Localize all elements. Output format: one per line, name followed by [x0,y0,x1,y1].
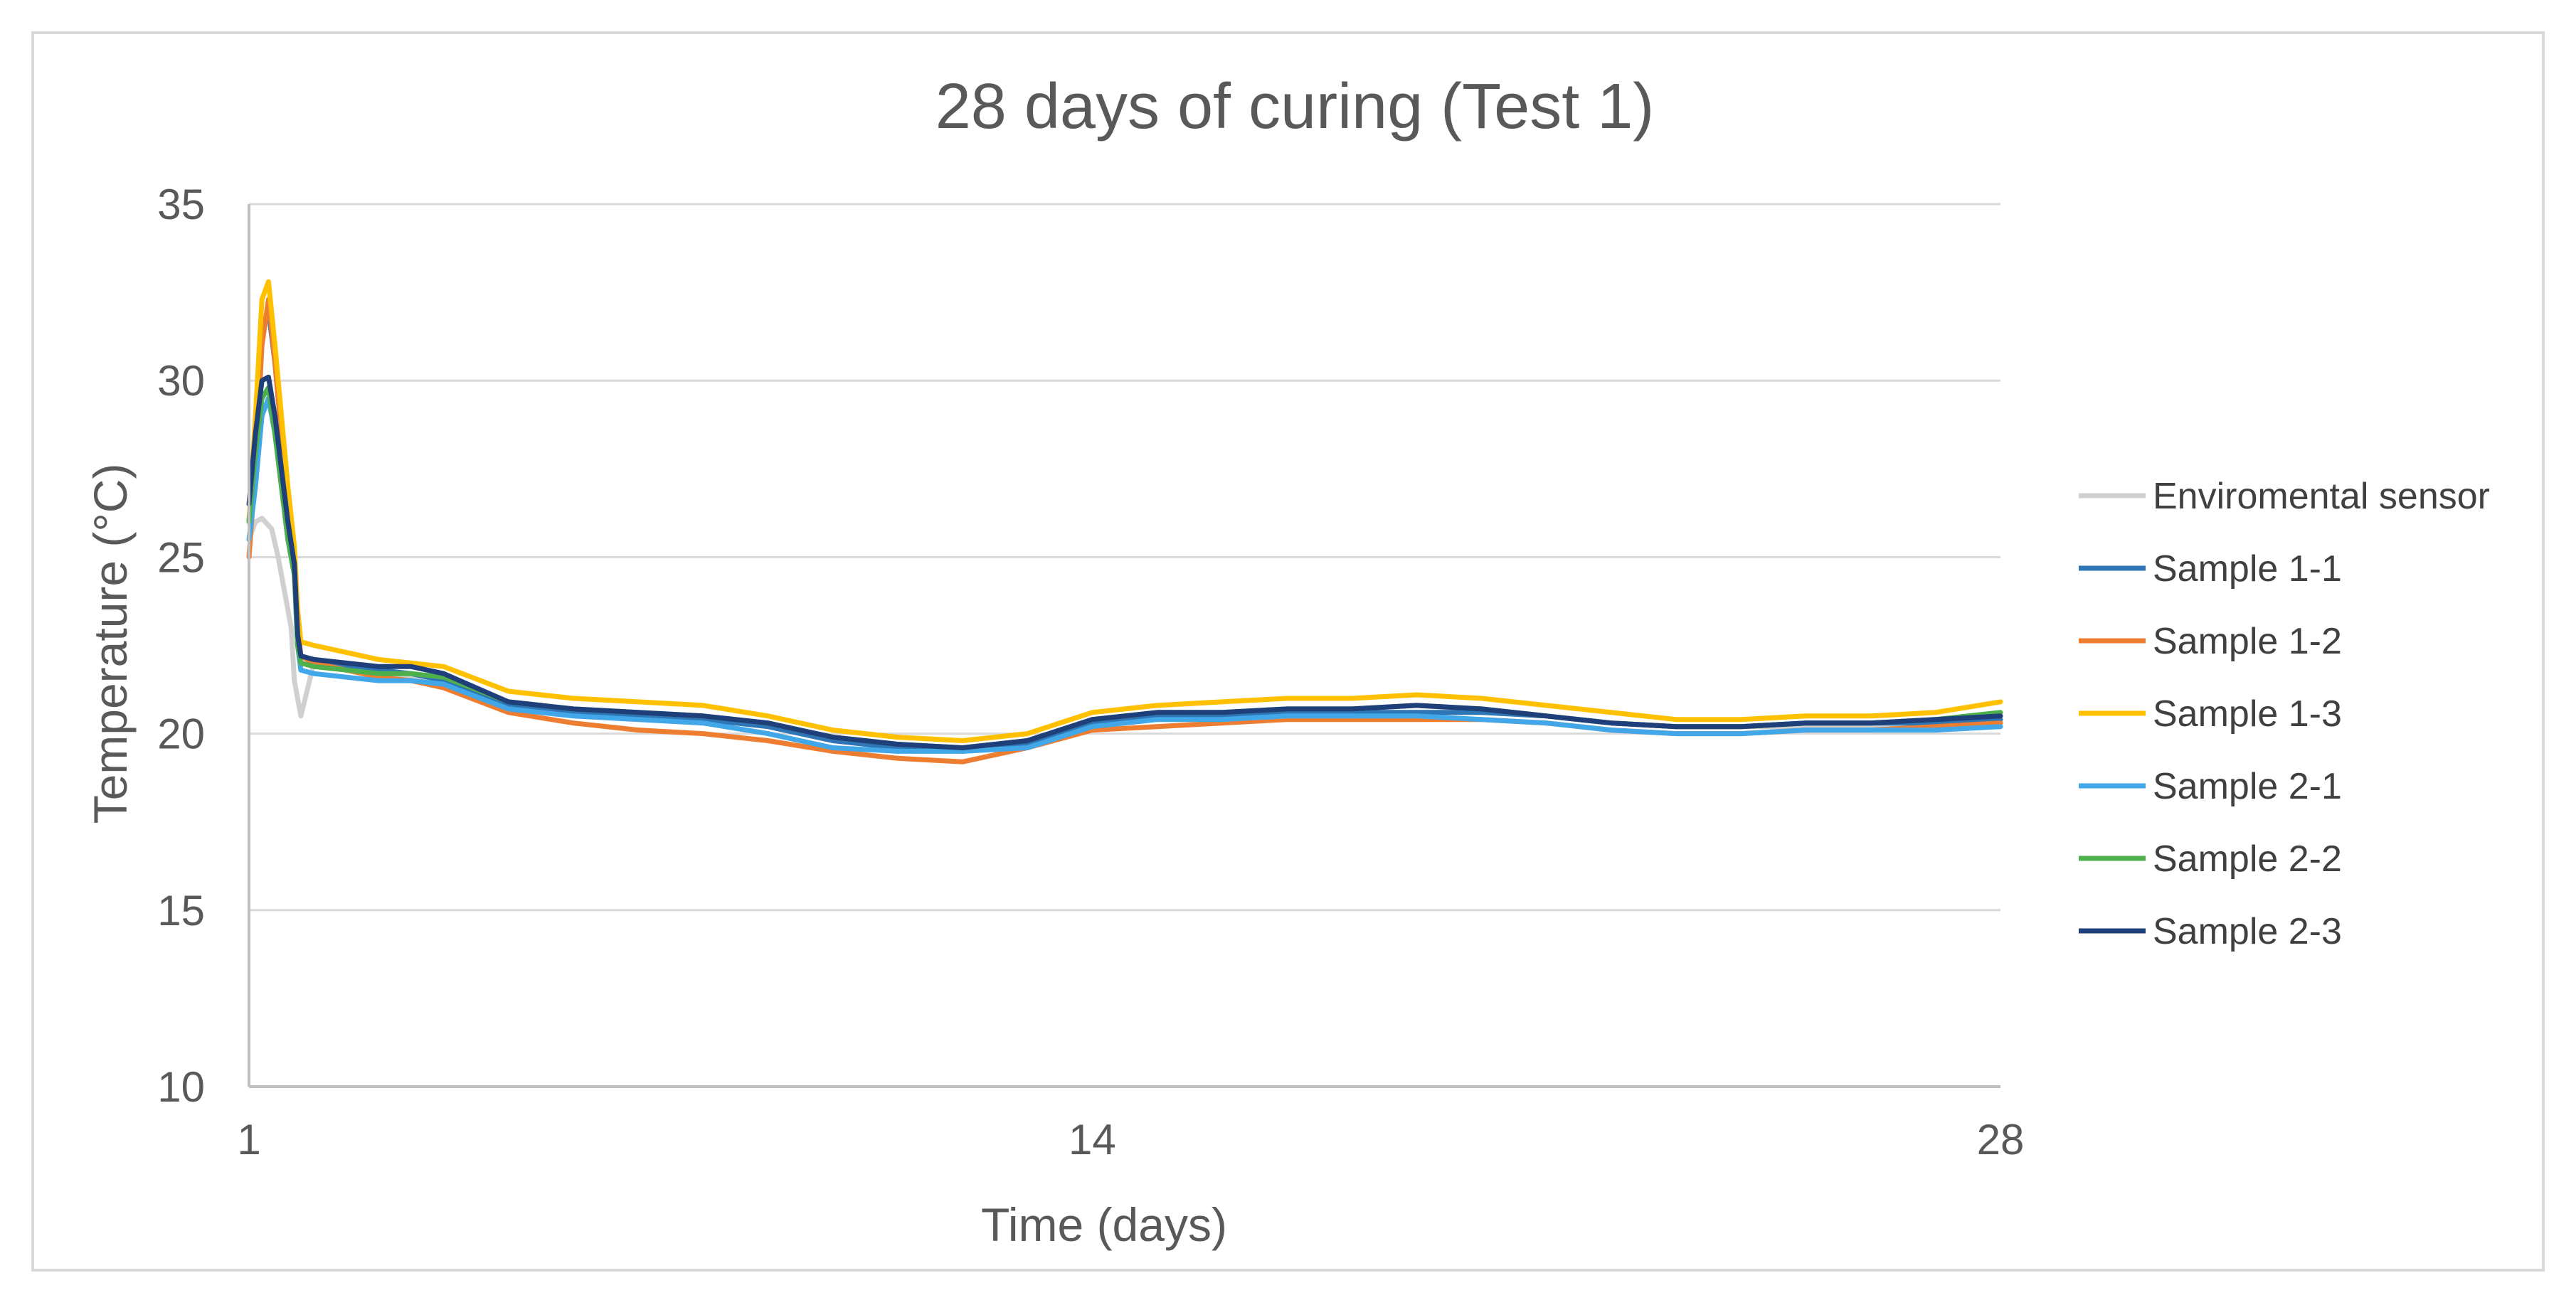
legend-label-sample-1-2: Sample 1-2 [2153,621,2342,662]
legend-label-sample-2-1: Sample 2-1 [2153,766,2342,807]
y-axis-ticks: 10 15 20 25 30 35 [157,181,205,1111]
legend-label-enviromental-sensor: Enviromental sensor [2153,476,2490,517]
axes [248,204,2000,1088]
x-tick-label: 14 [1069,1116,1116,1163]
y-tick-label: 25 [157,533,205,581]
legend-label-sample-2-2: Sample 2-2 [2153,838,2342,880]
y-tick-label: 30 [157,357,205,405]
legend-label-sample-1-1: Sample 1-1 [2153,548,2342,590]
legend-label-sample-1-3: Sample 1-3 [2153,693,2342,735]
series-line-sample-1-1 [246,307,2003,754]
chart-title: 28 days of curing (Test 1) [935,71,1654,142]
series-line-sample-1-3 [246,279,2003,743]
y-tick-label: 15 [157,887,205,934]
gridlines [249,203,2000,912]
x-axis-title: Time (days) [981,1198,1227,1251]
legend-label-sample-2-3: Sample 2-3 [2153,911,2342,952]
y-tick-label: 20 [157,710,205,758]
chart-frame [31,31,2545,1272]
series-lines [246,279,2003,764]
x-tick-label: 28 [1977,1116,2025,1163]
y-axis-title: Temperature (°C) [84,464,137,824]
series-line-sample-2-3 [246,374,2003,750]
legend: Enviromental sensor Sample 1-1 Sample 1-2 S… [2079,476,2490,952]
x-tick-label: 1 [237,1116,260,1163]
x-axis-ticks: 1 14 28 [237,1116,2024,1163]
series-line-sample-2-1 [246,395,2003,754]
y-tick-label: 35 [157,181,205,228]
y-tick-label: 10 [157,1063,205,1111]
